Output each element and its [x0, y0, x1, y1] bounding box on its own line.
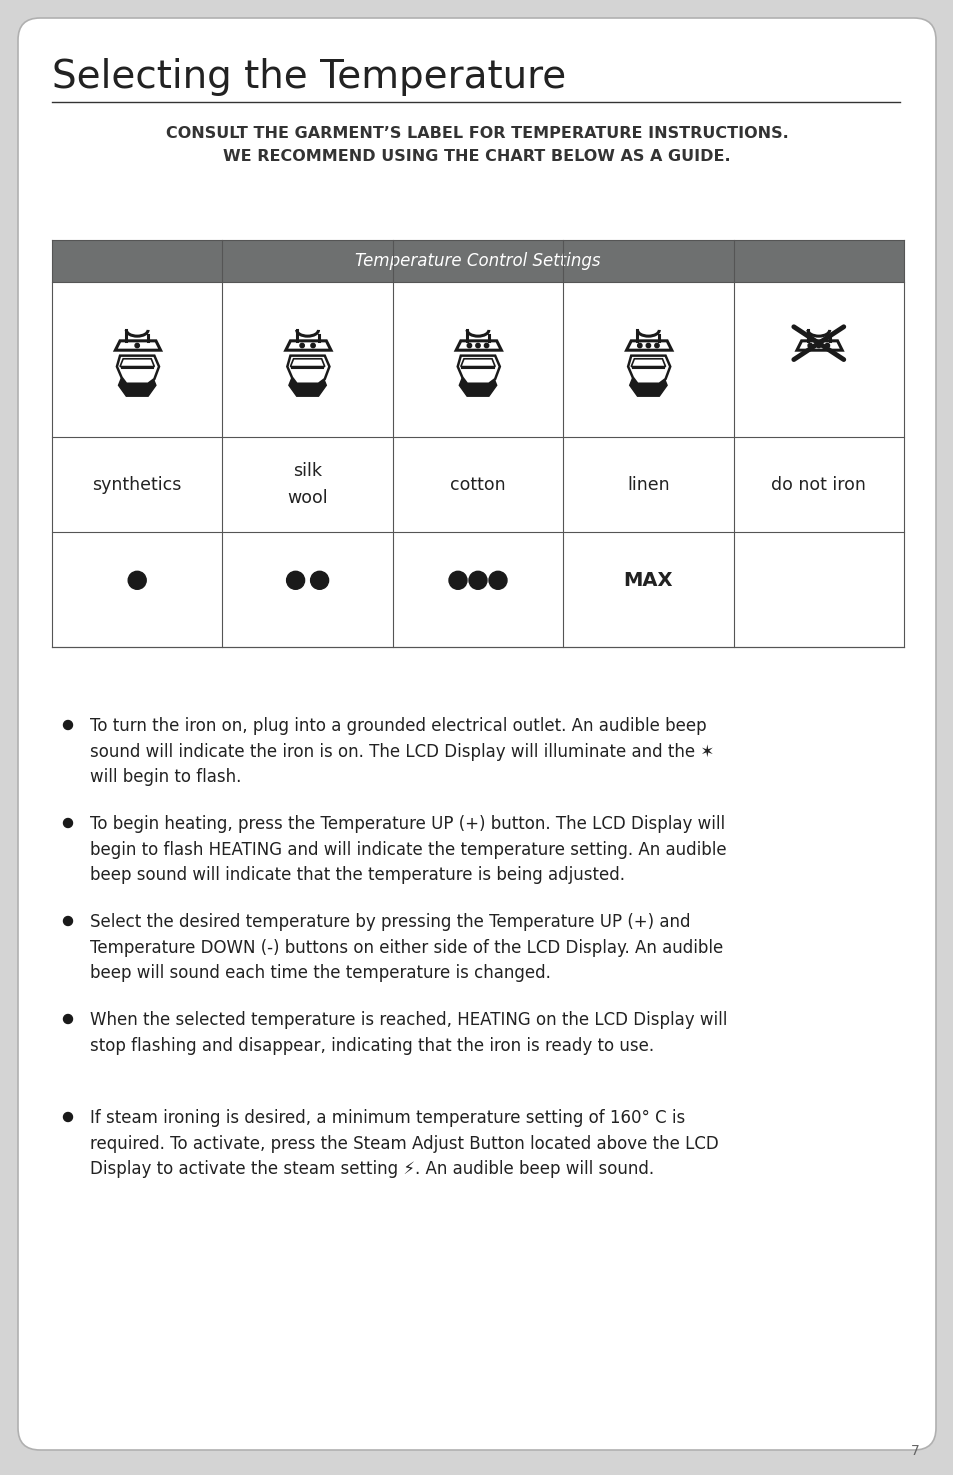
Text: MAX: MAX [623, 571, 673, 590]
Circle shape [807, 344, 812, 348]
Text: Selecting the Temperature: Selecting the Temperature [52, 58, 566, 96]
Text: To turn the iron on, plug into a grounded electrical outlet. An audible beep
sou: To turn the iron on, plug into a grounde… [90, 717, 714, 786]
Bar [52, 240, 903, 282]
Polygon shape [120, 358, 154, 367]
Circle shape [824, 344, 829, 348]
Polygon shape [626, 341, 671, 350]
Polygon shape [629, 378, 666, 397]
Text: 7: 7 [910, 1444, 919, 1457]
Text: WE RECOMMEND USING THE CHART BELOW AS A GUIDE.: WE RECOMMEND USING THE CHART BELOW AS A … [223, 149, 730, 164]
Circle shape [645, 344, 650, 348]
Polygon shape [627, 355, 670, 384]
Circle shape [449, 571, 467, 590]
Polygon shape [286, 341, 331, 350]
Polygon shape [460, 358, 495, 367]
Circle shape [64, 819, 72, 827]
Polygon shape [118, 378, 155, 397]
Circle shape [311, 344, 314, 348]
Circle shape [311, 571, 328, 590]
Polygon shape [290, 358, 324, 367]
Circle shape [64, 916, 72, 925]
Polygon shape [457, 355, 499, 384]
Polygon shape [796, 341, 841, 350]
Circle shape [128, 571, 146, 590]
Circle shape [469, 571, 486, 590]
Text: do not iron: do not iron [771, 475, 865, 494]
Text: synthetics: synthetics [92, 475, 182, 494]
Circle shape [489, 571, 506, 590]
Polygon shape [287, 355, 329, 384]
FancyBboxPatch shape [18, 18, 935, 1450]
Polygon shape [117, 355, 159, 384]
Polygon shape [631, 358, 665, 367]
Text: When the selected temperature is reached, HEATING on the LCD Display will
stop f: When the selected temperature is reached… [90, 1010, 726, 1055]
Circle shape [476, 344, 479, 348]
Text: Select the desired temperature by pressing the Temperature UP (+) and
Temperatur: Select the desired temperature by pressi… [90, 913, 722, 982]
Text: CONSULT THE GARMENT’S LABEL FOR TEMPERATURE INSTRUCTIONS.: CONSULT THE GARMENT’S LABEL FOR TEMPERAT… [166, 125, 787, 142]
Circle shape [637, 344, 641, 348]
Circle shape [484, 344, 488, 348]
Circle shape [654, 344, 659, 348]
Text: If steam ironing is desired, a minimum temperature setting of 160° C is
required: If steam ironing is desired, a minimum t… [90, 1109, 718, 1179]
Text: cotton: cotton [450, 475, 505, 494]
Polygon shape [458, 378, 497, 397]
Circle shape [64, 1015, 72, 1024]
Text: Temperature Control Settings: Temperature Control Settings [355, 252, 600, 270]
Text: To begin heating, press the Temperature UP (+) button. The LCD Display will
begi: To begin heating, press the Temperature … [90, 816, 726, 885]
Circle shape [64, 720, 72, 730]
Text: silk
wool: silk wool [287, 462, 328, 507]
Circle shape [286, 571, 304, 590]
Polygon shape [289, 378, 326, 397]
Circle shape [64, 1112, 72, 1121]
Text: linen: linen [626, 475, 669, 494]
Polygon shape [456, 341, 501, 350]
Circle shape [299, 344, 304, 348]
Circle shape [135, 344, 139, 348]
Circle shape [816, 344, 821, 348]
Circle shape [467, 344, 471, 348]
Polygon shape [115, 341, 160, 350]
